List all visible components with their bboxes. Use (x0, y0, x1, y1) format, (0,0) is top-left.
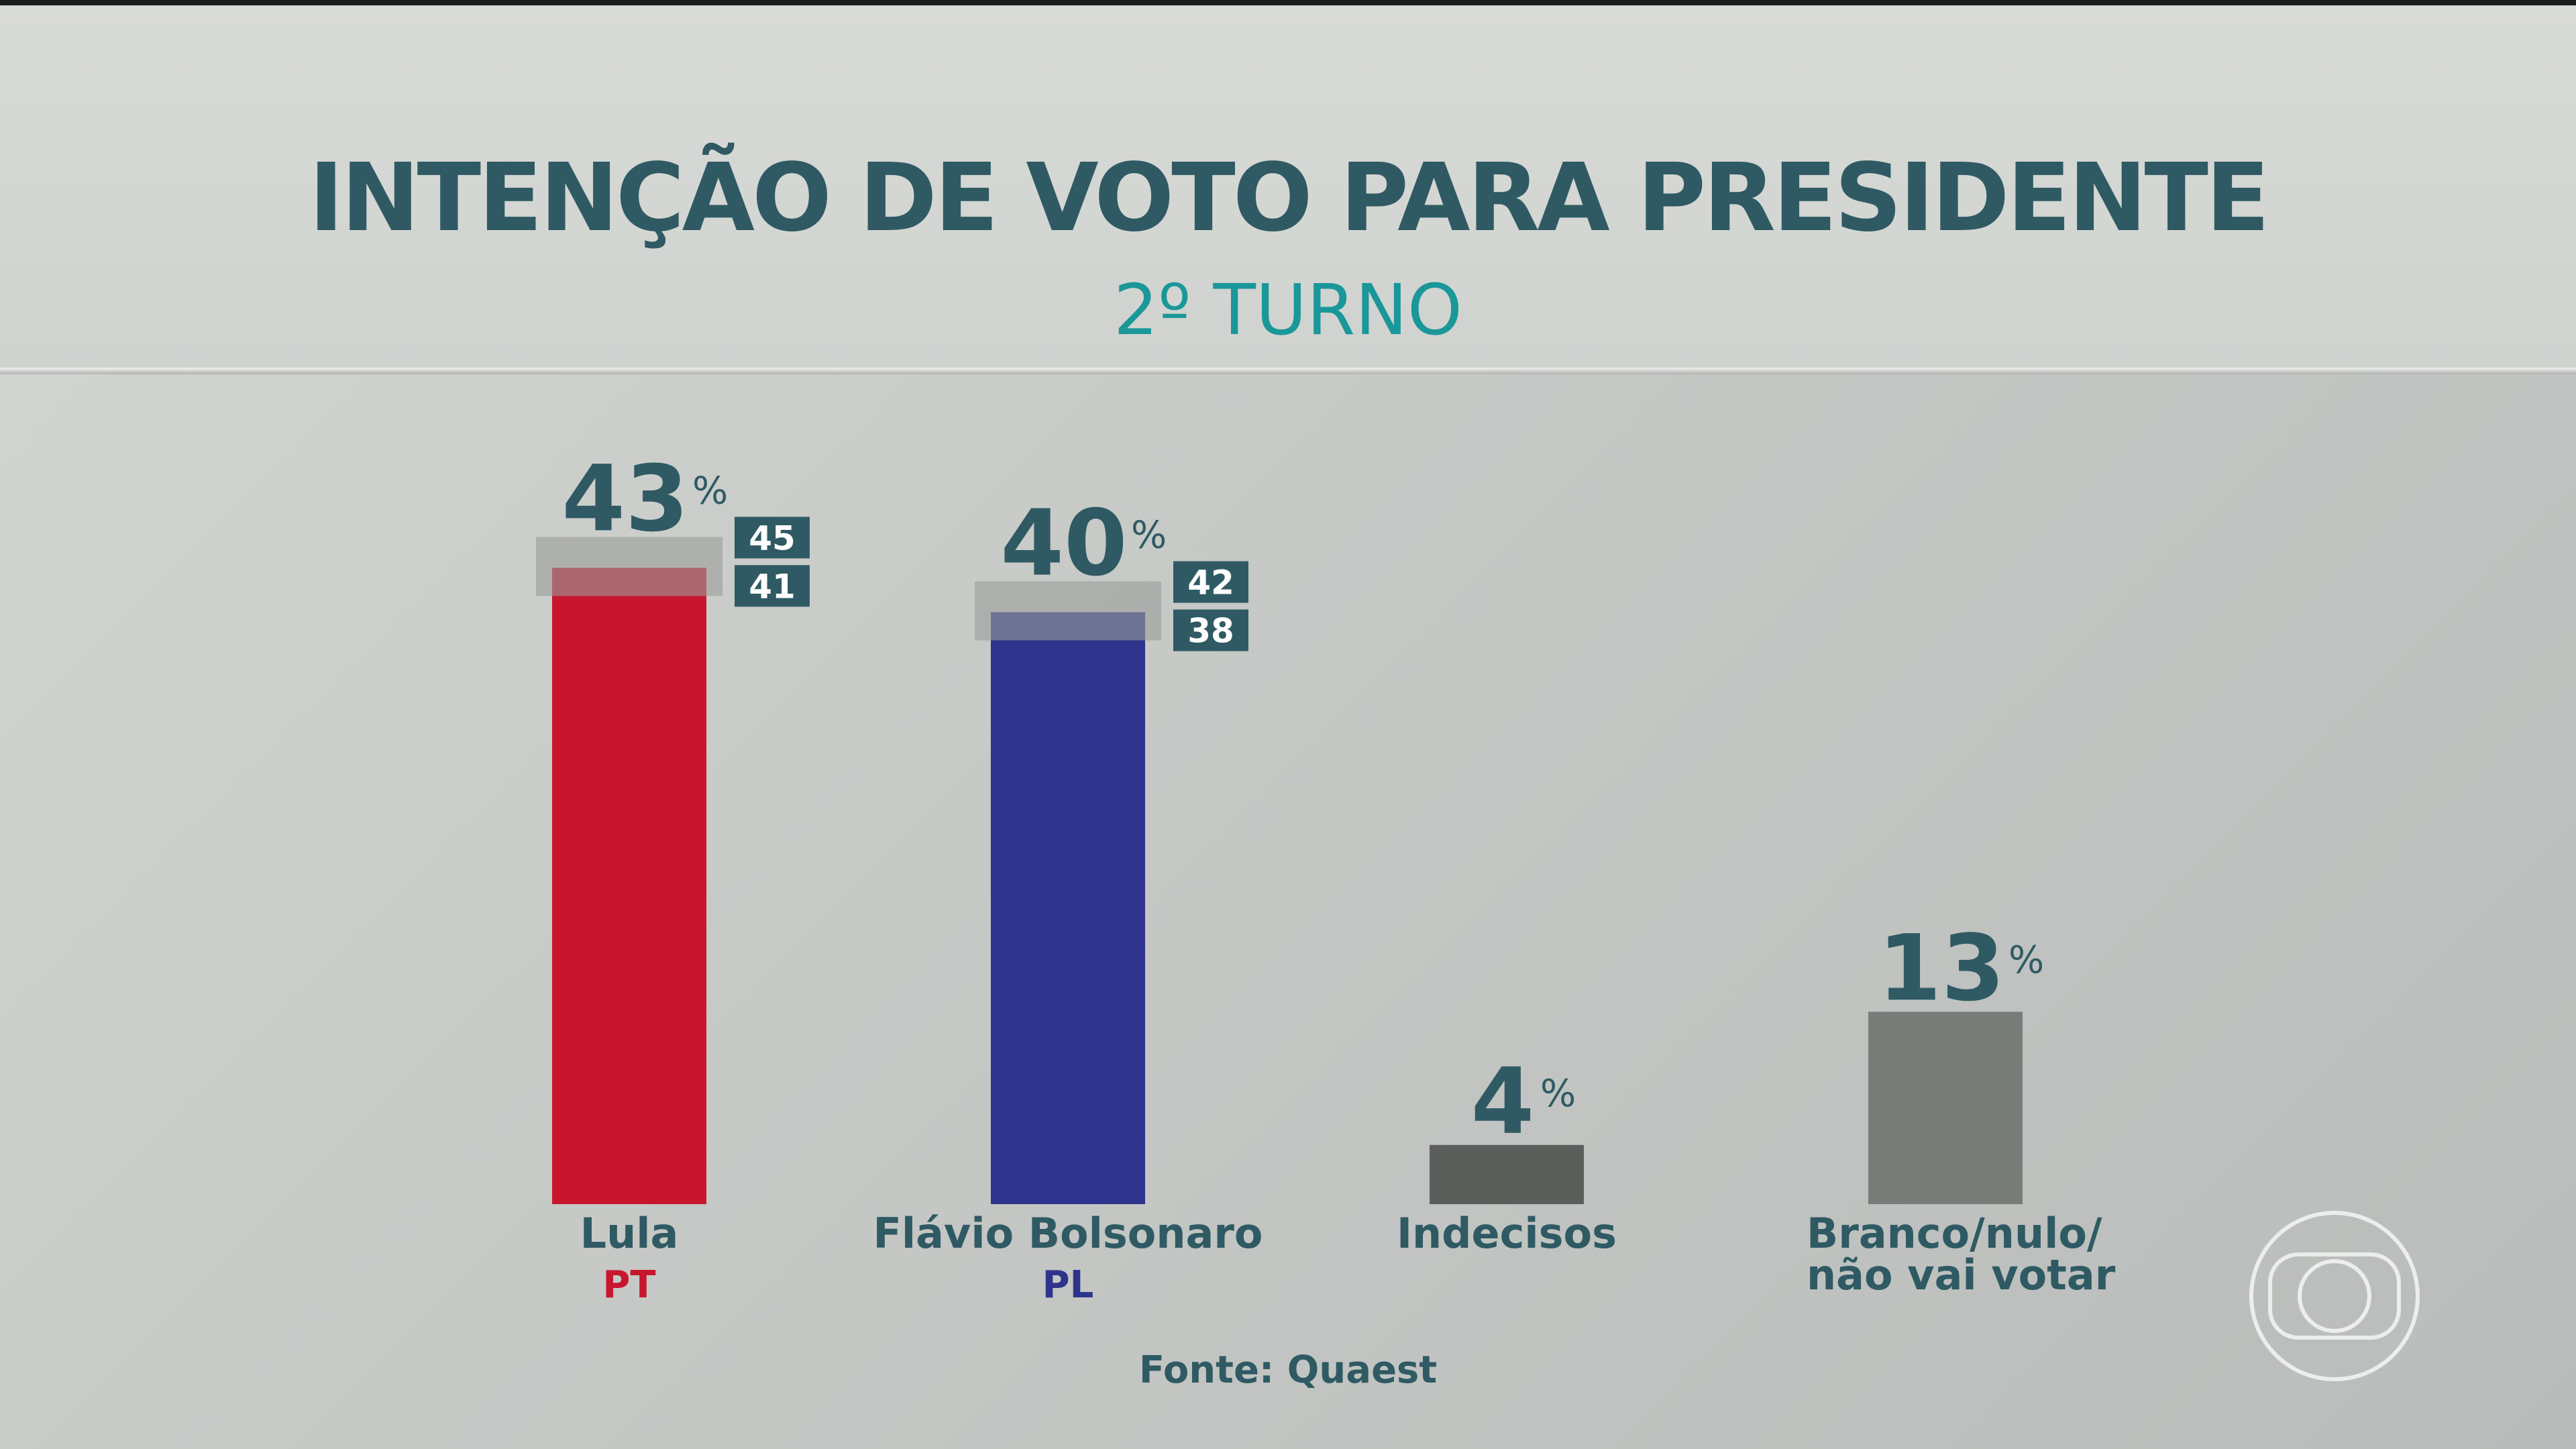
bar (1868, 1012, 2023, 1204)
data-label: 43 (561, 446, 688, 552)
category-label: Indecisos (1397, 1209, 1617, 1258)
category-label: não vai votar (1807, 1250, 2116, 1299)
range-low-box (735, 565, 810, 607)
category-label: Branco/nulo/ (1807, 1209, 2102, 1258)
range-high-box (1173, 561, 1248, 603)
source-note: Fonte: Quaest (1138, 1348, 1438, 1392)
data-label: 13 (1878, 916, 2004, 1022)
data-label: 40 (1000, 491, 1127, 597)
bar (1430, 1144, 1584, 1204)
bar (991, 612, 1145, 1204)
chart-subtitle: 2º TURNO (1114, 269, 1462, 351)
party-label: PL (1042, 1263, 1094, 1307)
margin-of-error-band (536, 537, 722, 596)
data-label-percent: % (692, 469, 728, 513)
data-label-percent: % (2008, 938, 2044, 982)
tv-globo-logo-icon (2249, 1211, 2420, 1381)
bar (552, 568, 706, 1204)
range-low-label: 38 (1187, 612, 1234, 651)
range-high-label: 42 (1187, 564, 1234, 602)
category-label: Flávio Bolsonaro (873, 1209, 1263, 1258)
party-label: PT (602, 1263, 655, 1307)
header-divider (0, 368, 2576, 374)
range-low-label: 41 (749, 567, 796, 606)
range-high-box (735, 517, 810, 559)
category-label: Lula (580, 1209, 679, 1258)
title-panel (0, 5, 2576, 368)
chart-title: INTENÇÃO DE VOTO PARA PRESIDENTE (309, 144, 2269, 253)
range-high-label: 45 (749, 519, 796, 557)
top-edge-bar (0, 0, 2576, 5)
margin-of-error-band (975, 581, 1161, 641)
range-low-box (1173, 609, 1248, 651)
data-label: 4 (1471, 1049, 1535, 1155)
data-label-percent: % (1131, 514, 1167, 557)
data-label-percent: % (1540, 1072, 1576, 1116)
